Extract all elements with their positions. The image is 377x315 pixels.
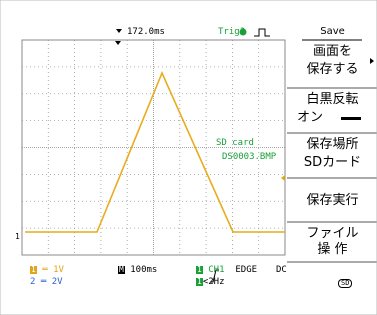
ch1-info: 1 ═ 1V	[30, 266, 64, 275]
frequency: <2Hz	[203, 277, 225, 287]
overlay-text: DS0003.BMP	[222, 153, 276, 162]
frequency-label: 1	[196, 278, 203, 286]
overlay-text: SD card	[216, 139, 254, 148]
trigger-level-marker	[281, 175, 285, 181]
menu-item-text[interactable]: 保存場所	[288, 138, 377, 151]
ch1-scale: 1V	[53, 265, 64, 275]
timebase: 100ms	[130, 265, 157, 275]
oscilloscope-screen: 172.0ms Trig? Save 画面を 保存する 白黒反転 オン 保存場所…	[0, 0, 377, 315]
toggle-bar	[341, 117, 361, 120]
frequency-info: 1<2Hz	[196, 278, 225, 287]
ch2-label: 2	[30, 277, 35, 287]
time-offset-icon	[116, 29, 122, 33]
ch2-scale: 2V	[52, 277, 63, 287]
menu-item-text[interactable]: 白黒反転	[288, 93, 377, 106]
trigger-slope-icon	[254, 29, 270, 36]
timebase-label: M	[118, 266, 125, 274]
channel-marker: 1	[15, 233, 20, 241]
menu-item-text[interactable]: 保存実行	[288, 194, 377, 207]
menu-item-text[interactable]: オン	[280, 111, 340, 124]
trigger-type: EDGE	[235, 265, 257, 275]
storage-icon: SD	[338, 279, 352, 288]
trigger-position-marker	[115, 41, 121, 45]
trigger-source-label: 1	[196, 266, 203, 274]
ch2-info: 2 ═ 2V	[30, 278, 63, 287]
coupling: DC	[276, 266, 287, 275]
ch1-label: 1	[30, 266, 37, 274]
menu-item-text[interactable]: SDカード	[288, 156, 377, 169]
menu-item-text[interactable]: ファイル	[288, 227, 377, 240]
trigger-status: Trig?	[218, 28, 245, 37]
menu-title[interactable]: Save	[288, 27, 377, 37]
menu-item-text[interactable]: 保存する	[288, 63, 377, 76]
trigger-source: CH1	[208, 265, 224, 275]
timebase-info: M 100ms	[118, 266, 157, 275]
trigger-info: 1 CH1 EDGE	[196, 266, 257, 275]
menu-item-text[interactable]: 操 作	[288, 243, 377, 256]
time-offset: 172.0ms	[127, 28, 165, 37]
menu-item-text[interactable]: 画面を	[288, 45, 377, 58]
